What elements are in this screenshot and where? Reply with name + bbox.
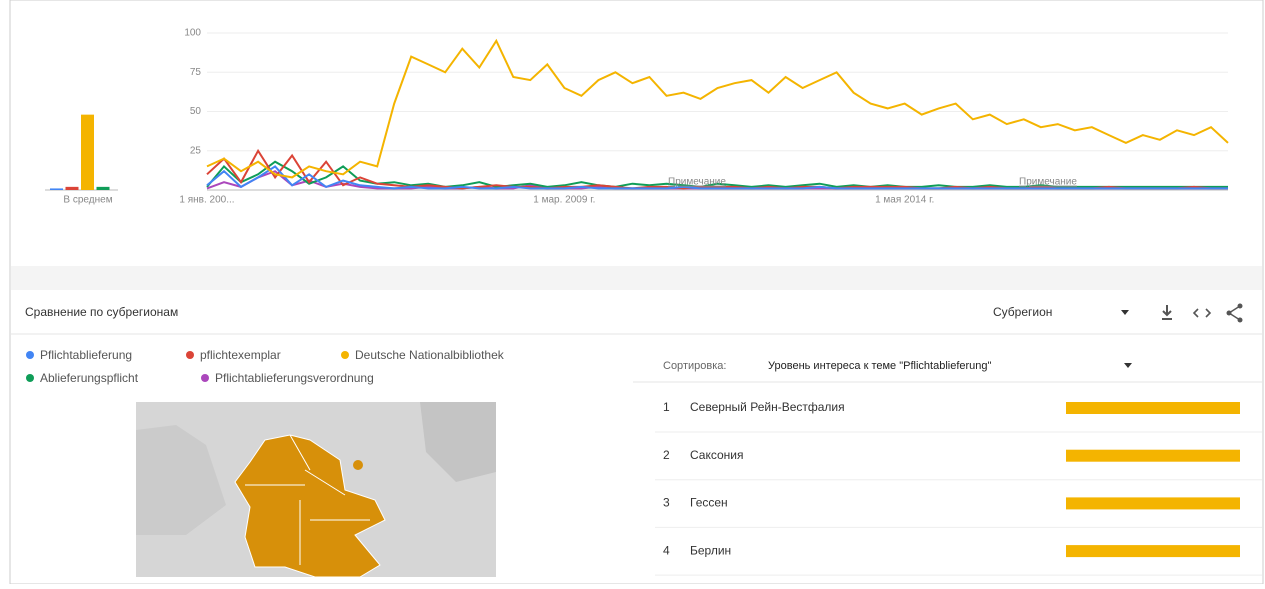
region-bar <box>1066 449 1240 462</box>
x-tick-label: 1 мая 2014 г. <box>875 195 934 206</box>
rank: 2 <box>663 448 670 462</box>
average-bar <box>96 186 110 190</box>
map <box>136 402 496 578</box>
average-bar <box>81 114 94 190</box>
x-tick-label: 1 янв. 200... <box>179 195 234 206</box>
annotation: Примечание <box>668 177 726 188</box>
y-tick-label: 25 <box>190 145 202 156</box>
series-line <box>206 38 1229 179</box>
legend-label: Deutsche Nationalbibliothek <box>355 348 505 362</box>
legend-dot <box>341 351 349 359</box>
series-line <box>206 165 1228 190</box>
y-tick-label: 50 <box>190 106 202 117</box>
region-selector[interactable]: Субрегион <box>993 305 1052 319</box>
average-bar <box>50 188 63 190</box>
region-bar <box>1066 402 1240 414</box>
separator-band <box>11 266 1262 290</box>
legend-label: Ablieferungspflicht <box>40 371 139 385</box>
selector-caret[interactable] <box>1121 310 1129 315</box>
embed-icon[interactable] <box>1192 308 1212 318</box>
legend-dot <box>186 351 194 359</box>
rank: 1 <box>663 400 670 414</box>
legend-label: pflichtexemplar <box>200 348 281 362</box>
legend-label: Pflichtablieferung <box>40 348 132 362</box>
rank: 3 <box>663 496 670 510</box>
y-tick-label: 100 <box>184 28 201 39</box>
region-bar <box>1066 497 1240 510</box>
share-icon[interactable] <box>1226 303 1243 323</box>
section-title: Сравнение по субрегионам <box>25 305 178 319</box>
sort-caret[interactable] <box>1124 363 1132 368</box>
legend-dot <box>26 351 34 359</box>
annotation: Примечание <box>1019 177 1077 188</box>
average-bar <box>65 186 79 190</box>
region-name: Саксония <box>690 448 744 462</box>
region-bar <box>1066 545 1240 558</box>
download-icon[interactable] <box>1162 305 1172 320</box>
legend-label: Pflichtablieferungsverordnung <box>215 371 374 385</box>
legend-dot <box>26 374 34 382</box>
region-name: Северный Рейн-Вестфалия <box>690 400 845 414</box>
y-tick-label: 75 <box>190 67 202 78</box>
x-tick-label: 1 мар. 2009 г. <box>533 195 595 206</box>
legend-dot <box>201 374 209 382</box>
region-name: Гессен <box>690 496 728 510</box>
region-name: Берлин <box>690 543 731 557</box>
sort-value[interactable]: Уровень интереса к теме "Pflichtabliefer… <box>768 360 992 372</box>
average-label: В среднем <box>63 195 112 206</box>
sort-label: Сортировка: <box>663 360 726 372</box>
rank: 4 <box>663 543 670 557</box>
